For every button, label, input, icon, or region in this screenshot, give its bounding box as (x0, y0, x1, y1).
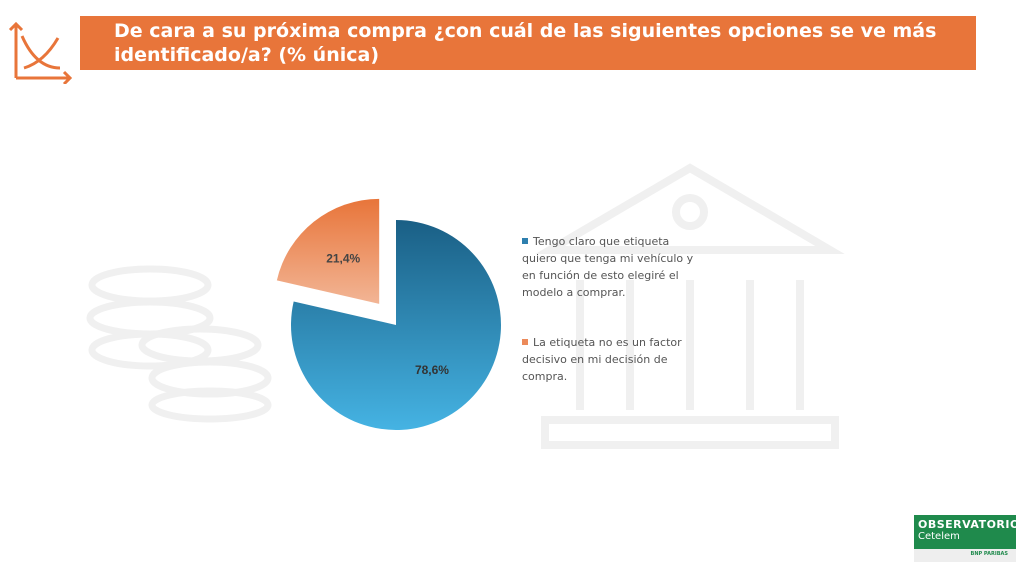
bank-icon (535, 163, 845, 449)
page-title: De cara a su próxima compra ¿con cuál de… (80, 16, 976, 70)
observatorio-cetelem-logo: OBSERVATORIO Cetelem BNP PARIBAS (914, 515, 1020, 562)
legend-label: Tengo claro que etiqueta quiero que teng… (522, 235, 694, 299)
legend-item-2: La etiqueta no es un factor decisivo en … (522, 334, 702, 385)
coins-icon (86, 265, 272, 423)
brand-name: OBSERVATORIO (918, 518, 1020, 531)
pie-slice (276, 198, 380, 304)
chart-logo-icon (8, 21, 73, 84)
pie-slice (291, 220, 501, 430)
brand-sub: Cetelem (918, 531, 960, 542)
legend-label: La etiqueta no es un factor decisivo en … (522, 336, 682, 383)
data-label: 78,6% (415, 363, 449, 377)
data-label: 21,4% (326, 252, 360, 266)
legend-swatch (522, 339, 528, 345)
legend-item-1: Tengo claro que etiqueta quiero que teng… (522, 233, 702, 301)
brand-parent: BNP PARIBAS (970, 551, 1008, 557)
legend-swatch (522, 238, 528, 244)
